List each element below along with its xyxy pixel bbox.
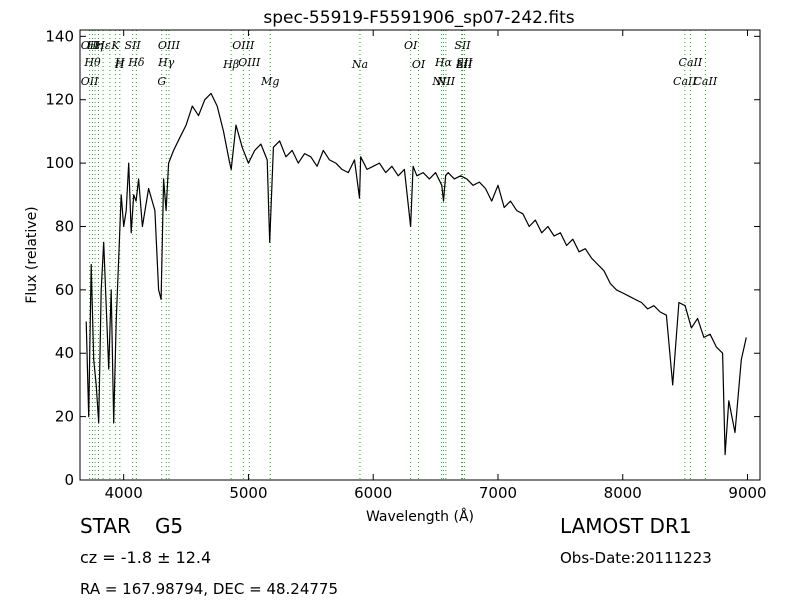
line-label-top: Hα [434,56,453,69]
y-tick-label: 0 [64,471,74,489]
observation-date: Obs-Date:20111223 [560,549,712,567]
y-tick-label: 60 [55,281,74,299]
line-label-top: Hγ [157,56,175,69]
line-label-top: OIII [238,56,261,69]
line-label-top: H [114,56,125,69]
line-label-top: Hη [86,39,104,52]
line-label-bottom: CaII [694,75,718,88]
survey-name: LAMOST DR1 [560,514,692,538]
plot-frame [79,29,761,481]
line-label-bottom: Na [351,58,368,71]
line-label-top: CaII [679,56,703,69]
object-subclass: G5 [154,514,184,538]
y-tick-label: 120 [45,91,74,109]
y-tick-label: 140 [45,27,74,45]
classification: STAR G5 [80,514,183,538]
y-tick-label: 80 [55,217,74,235]
line-label-top: OIII [232,39,255,52]
x-tick-label: 7000 [479,484,517,502]
chart-title: spec-55919-F5591906_sp07-242.fits [263,8,574,28]
x-tick-label: 8000 [604,484,642,502]
line-label-top: Hε [94,39,111,52]
spectrum-line [85,92,747,456]
line-label-bottom: G [157,75,166,88]
line-label-top: SII [454,39,471,52]
x-tick-label: 4000 [105,484,143,502]
y-tick-label: 40 [55,344,74,362]
line-label-bottom: SII [456,58,473,71]
line-label-bottom: CaII [673,75,697,88]
line-label-bottom: Hβ [222,58,239,71]
object-class: STAR [80,514,131,538]
line-label-bottom: Li [455,58,467,71]
line-label-top: K [110,39,120,52]
line-label-top: OIII [158,39,181,52]
line-label-bottom: OII [81,75,99,88]
redshift-cz: cz = -1.8 ± 12.4 [80,548,212,567]
x-tick-label: 6000 [354,484,392,502]
x-tick-label: 9000 [728,484,766,502]
line-label-bottom: OI [412,58,426,71]
line-label-bottom: Mg [260,75,279,88]
line-label-bottom: NII [436,75,456,88]
line-label-top: SII [456,56,473,69]
line-label-top: Hθ [83,56,101,69]
line-label-top: SII [125,39,142,52]
x-tick-label: 5000 [229,484,267,502]
line-label-top: OII [81,39,99,52]
y-axis-label: Flux (relative) [24,206,40,303]
line-label-bottom: H [114,58,125,71]
x-axis-label: Wavelength (Å) [366,508,474,525]
y-tick-label: 20 [55,408,74,426]
ra-dec-coordinates: RA = 167.98794, DEC = 48.24775 [80,580,339,598]
line-label-top: OI [404,39,418,52]
line-label-top: Hδ [127,56,145,69]
y-tick-label: 100 [45,154,74,172]
